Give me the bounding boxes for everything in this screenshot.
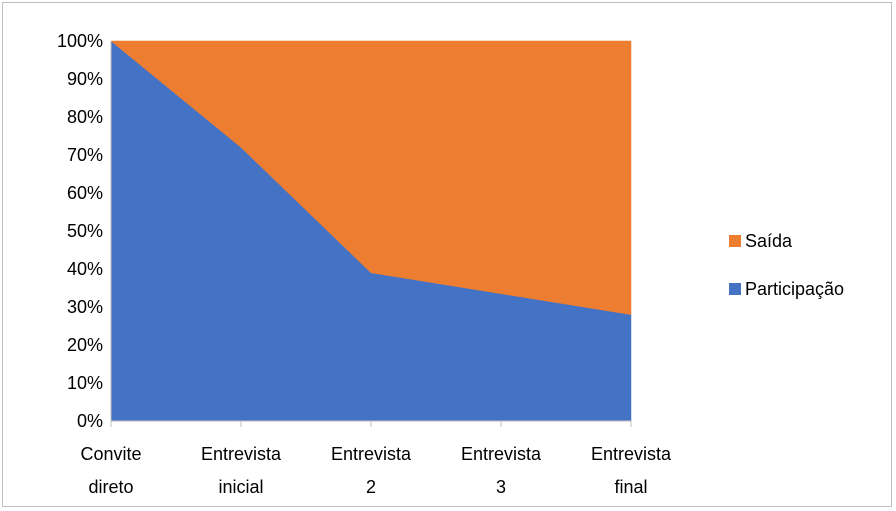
y-tick-label: 0% [77,411,103,431]
legend-swatch-participacao [729,283,741,295]
legend: Saída Participação [729,231,844,299]
x-tick-label: Entrevista inicial [201,444,282,497]
x-axis-tick-labels: Convite direto Entrevista inicial Entrevista… [80,444,672,497]
y-tick-label: 80% [67,107,103,127]
x-tick-label: Convite direto [80,444,141,497]
y-tick-label: 60% [67,183,103,203]
area-series-saida [110,40,632,315]
y-tick-label: 100% [57,31,103,51]
y-axis-tick-labels: 0% 10% 20% 30% 40% 50% 60% 70% 80% 90% 100% [57,31,103,431]
x-tick-label: Entrevista 2 [331,444,412,497]
plot-areas [110,40,632,422]
y-tick-label: 70% [67,145,103,165]
y-tick-label: 30% [67,297,103,317]
legend-label-saida: Saída [745,231,793,251]
y-tick-label: 40% [67,259,103,279]
y-tick-label: 20% [67,335,103,355]
y-tick-label: 50% [67,221,103,241]
axes [110,41,632,427]
legend-swatch-saida [729,235,741,247]
x-tick-label: Entrevista final [591,444,672,497]
x-tick-label: Entrevista 3 [461,444,542,497]
y-tick-label: 10% [67,373,103,393]
y-tick-label: 90% [67,69,103,89]
legend-label-participacao: Participação [745,279,844,299]
